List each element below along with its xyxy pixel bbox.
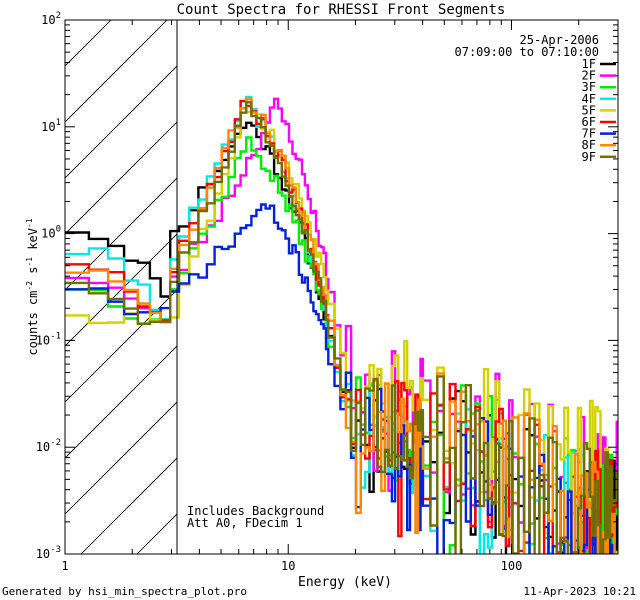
y-axis-label: counts cm-2 s-1 keV-1 [25,218,40,355]
y-axis-label-part: keV [26,228,40,257]
spectrum-7F [65,203,618,554]
spectrum-5F [65,107,618,554]
x-axis-label: Energy (keV) [298,575,392,590]
legend-label: 1F [582,57,596,71]
spectrum-3F [65,136,618,554]
legend-label: 9F [582,150,596,164]
time-range-label: 07:09:00 to 07:10:00 [455,45,600,59]
chart-title: Count Spectra for RHESSI Front Segments [177,2,506,18]
x-tick-label: 1 [61,559,68,573]
plot-frame [64,19,619,555]
y-tick-label: 10-3 [36,545,61,561]
y-axis-label-exp: -2 [25,281,34,291]
hatch-line [65,345,177,459]
y-axis-label-part: counts cm [26,291,40,356]
date-label: 25-Apr-2006 [520,33,599,47]
legend-label: 5F [582,103,596,117]
y-tick-label: 10-2 [36,438,61,454]
y-axis-label-exp: -1 [25,257,34,267]
y-tick-label: 10-1 [36,331,61,347]
footer-date: 11-Apr-2023 10:21 [523,585,636,598]
axes-layer: 1 10 100 10-3 10-2 10-1 100 101 102 [36,11,619,573]
legend-label: 6F [582,115,596,129]
note-attenuator: Att A0, FDecim 1 [187,516,303,530]
legend-label: 7F [582,127,596,141]
legend-label: 3F [582,80,596,94]
legend-label: 8F [582,138,596,152]
footer-generated-by: Generated by hsi_min_spectra_plot.pro [2,585,247,598]
y-tick-label: 102 [41,11,61,27]
hatch-line [65,401,177,515]
y-tick-label: 101 [41,118,61,134]
legend-label: 2F [582,69,596,83]
attenuator-hatch-region [65,20,177,554]
y-tick-label: 100 [41,225,61,241]
hatch-line [65,177,177,291]
x-tick-label: 10 [281,559,295,573]
legend-label: 4F [582,92,596,106]
series-layer [65,95,618,554]
spectrum-9F [65,101,618,554]
x-tick-label: 100 [501,559,523,573]
note-background: Includes Background [187,504,324,518]
hatch-line [65,121,177,235]
y-axis-label-exp: -1 [25,218,34,228]
y-axis-label-part: s [26,267,40,281]
spectrum-8F [65,98,618,554]
